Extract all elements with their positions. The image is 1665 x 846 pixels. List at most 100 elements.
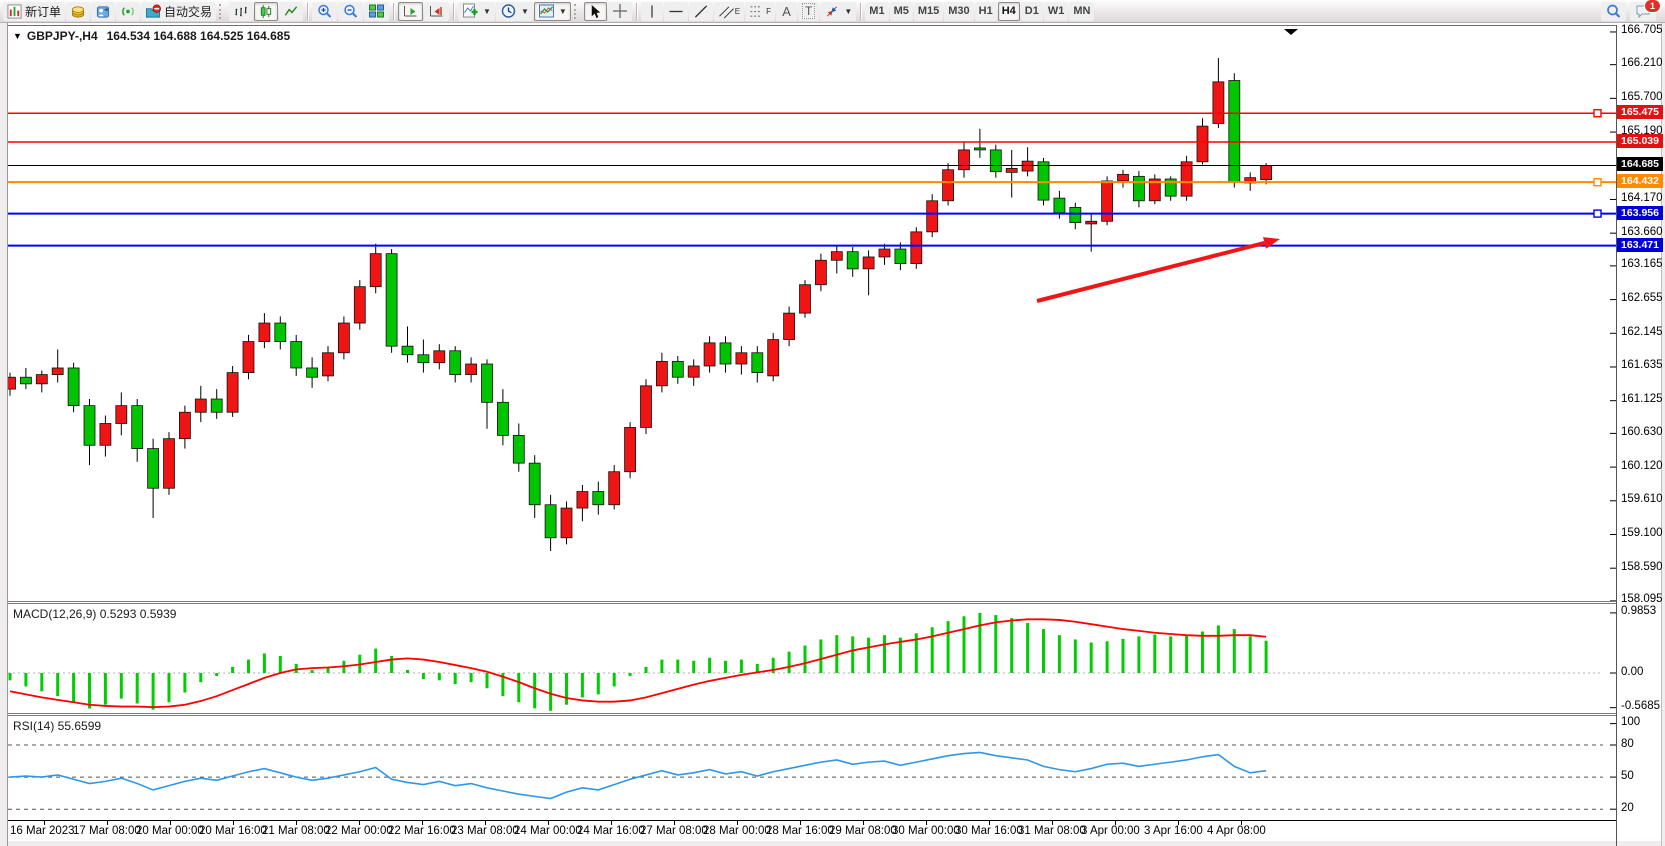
price-axis-tick[interactable]: 161.125 <box>1621 393 1663 406</box>
time-axis-tick <box>233 821 234 825</box>
pane-splitter[interactable] <box>8 601 1616 604</box>
equidistant-channel-tool-button[interactable]: E <box>713 1 745 21</box>
text-label-tool-button[interactable]: T <box>798 1 820 21</box>
trendline-tool-button[interactable] <box>688 1 713 21</box>
notifications-button[interactable]: 1 <box>1630 0 1661 21</box>
new-order-button[interactable]: 新订单 <box>3 1 66 21</box>
price-axis-tick[interactable]: 162.655 <box>1621 292 1663 305</box>
gold-coins-button[interactable] <box>66 1 91 21</box>
timeframe-button-M1[interactable]: M1 <box>865 1 889 21</box>
auto-scroll-button[interactable] <box>398 1 424 21</box>
time-axis-label: 29 Mar 08:00 <box>829 825 897 837</box>
time-axis-tick <box>548 821 549 825</box>
hline-marker-163.956[interactable] <box>1593 209 1602 218</box>
toolbar-drag-handle[interactable] <box>573 3 579 19</box>
bar-chart-type-button[interactable] <box>229 1 254 21</box>
price-axis-tick[interactable]: 159.100 <box>1621 526 1663 539</box>
auto-trading-label: 自动交易 <box>164 4 213 19</box>
chart-panes: ▼ GBPJPY-,H4 164.534 164.688 164.525 164… <box>8 25 1616 821</box>
rsi-axis-tick[interactable]: 20 <box>1621 801 1634 814</box>
auto-scroll-icon <box>404 6 417 17</box>
toolbar-separator <box>860 2 862 20</box>
macd-pane[interactable]: MACD(12,26,9) 0.5293 0.5939 <box>8 604 1616 713</box>
fibonacci-tool-button[interactable]: F <box>745 1 776 21</box>
price-axis-tick[interactable]: 162.145 <box>1621 325 1663 338</box>
chart-menu-triangle-icon[interactable]: ▼ <box>13 31 22 41</box>
gold-coins-icon <box>71 5 85 18</box>
toolbar-drag-handle[interactable] <box>219 3 224 19</box>
price-axis-tick[interactable]: 163.660 <box>1621 225 1663 238</box>
price-axis-tick[interactable]: 158.590 <box>1621 560 1663 573</box>
rsi-axis-tick[interactable]: 80 <box>1621 737 1634 750</box>
price-axis-tick[interactable]: 158.095 <box>1621 593 1663 606</box>
timeframe-button-MN[interactable]: MN <box>1069 1 1095 21</box>
candlestick-chart-type-icon <box>260 4 272 18</box>
macd-chart-canvas[interactable] <box>8 604 1616 713</box>
timeframe-button-D1[interactable]: D1 <box>1020 1 1043 21</box>
pane-splitter[interactable] <box>8 713 1616 716</box>
time-axis-label: 20 Mar 00:00 <box>136 825 204 837</box>
rsi-axis-tick[interactable]: 100 <box>1621 716 1641 729</box>
price-chart-canvas[interactable] <box>8 26 1616 601</box>
time-axis-label: 21 Mar 08:00 <box>262 825 330 837</box>
indicators-button[interactable]: ▼ <box>458 1 495 21</box>
price-axis-tick[interactable]: 166.210 <box>1621 57 1663 70</box>
templates-button[interactable]: ▼ <box>533 1 571 21</box>
timeframe-button-H1[interactable]: H1 <box>974 1 997 21</box>
vertical-line-tool-button[interactable] <box>640 1 663 21</box>
hline-marker-165.475[interactable] <box>1593 109 1602 118</box>
zoom-in-button[interactable] <box>312 1 338 21</box>
time-axis-tick <box>359 821 360 825</box>
market-watch-button[interactable] <box>91 1 116 21</box>
tile-windows-button[interactable] <box>364 1 390 21</box>
rsi-pane[interactable]: RSI(14) 55.6599 <box>8 716 1616 821</box>
annotation-arrow-head[interactable] <box>1263 237 1280 249</box>
ohlc-values: 164.534 164.688 164.525 164.685 <box>106 29 291 43</box>
auto-trading-button[interactable]: 自动交易 <box>141 1 217 21</box>
rsi-axis-tick[interactable]: 50 <box>1621 769 1634 782</box>
timeframe-button-W1[interactable]: W1 <box>1043 1 1069 21</box>
horizontal-line-tool-button[interactable] <box>663 1 688 21</box>
cursor-tool-button[interactable] <box>583 1 607 21</box>
rsi-label: RSI(14) 55.6599 <box>13 719 102 733</box>
zoom-out-button[interactable] <box>338 1 364 21</box>
price-pane[interactable]: ▼ GBPJPY-,H4 164.534 164.688 164.525 164… <box>8 26 1616 601</box>
price-badge-164.685: 164.685 <box>1617 157 1663 172</box>
crosshair-tool-button[interactable] <box>607 1 632 21</box>
time-axis[interactable]: 16 Mar 2023 17 Mar 08:00 20 Mar 00:00 20 Ma… <box>8 820 1616 841</box>
annotation-arrow[interactable] <box>1036 241 1265 303</box>
price-axis-tick[interactable]: 166.705 <box>1621 24 1663 37</box>
chart-shift-button[interactable] <box>424 1 450 21</box>
arrows-tool-button[interactable]: ▼ <box>820 1 857 21</box>
timeframe-button-H4[interactable]: H4 <box>997 1 1020 21</box>
hline-marker-164.432[interactable] <box>1593 177 1602 187</box>
time-axis-label: 16 Mar 2023 <box>10 825 75 837</box>
price-axis-tick[interactable]: 165.190 <box>1621 124 1663 137</box>
periods-button[interactable]: ▼ <box>495 1 533 21</box>
text-tool-button[interactable]: A <box>776 1 798 21</box>
rsi-chart-canvas[interactable] <box>8 716 1616 821</box>
timeframe-button-M30[interactable]: M30 <box>944 1 974 21</box>
search-button[interactable] <box>1601 1 1626 21</box>
price-axis-tick[interactable]: 164.170 <box>1621 191 1663 204</box>
symbol-title-row[interactable]: ▼ GBPJPY-,H4 164.534 164.688 164.525 164… <box>13 29 290 43</box>
price-axis-tick[interactable]: 160.120 <box>1621 459 1663 472</box>
timeframe-button-M5[interactable]: M5 <box>889 1 913 21</box>
price-axis-tick[interactable]: 163.165 <box>1621 258 1663 271</box>
notification-count-badge: 1 <box>1644 0 1661 13</box>
toolbar-separator <box>307 2 309 20</box>
candlestick-chart-type-button[interactable] <box>254 1 279 21</box>
price-axis-tick[interactable]: 165.700 <box>1621 90 1663 103</box>
price-axis-tick[interactable]: 161.635 <box>1621 359 1663 372</box>
timeframe-button-M15[interactable]: M15 <box>913 1 944 21</box>
cursor-icon <box>591 4 600 18</box>
macd-axis-tick[interactable]: 0.9853 <box>1621 605 1657 618</box>
signals-button[interactable] <box>116 1 141 21</box>
scroll-end-marker-icon[interactable] <box>1284 29 1298 35</box>
macd-axis-tick[interactable]: 0.00 <box>1621 665 1644 678</box>
price-axis-tick[interactable]: 159.610 <box>1621 493 1663 506</box>
price-axis-tick[interactable]: 160.630 <box>1621 425 1663 438</box>
macd-axis-tick[interactable]: -0.5685 <box>1621 700 1661 713</box>
line-chart-type-button[interactable] <box>279 1 304 21</box>
